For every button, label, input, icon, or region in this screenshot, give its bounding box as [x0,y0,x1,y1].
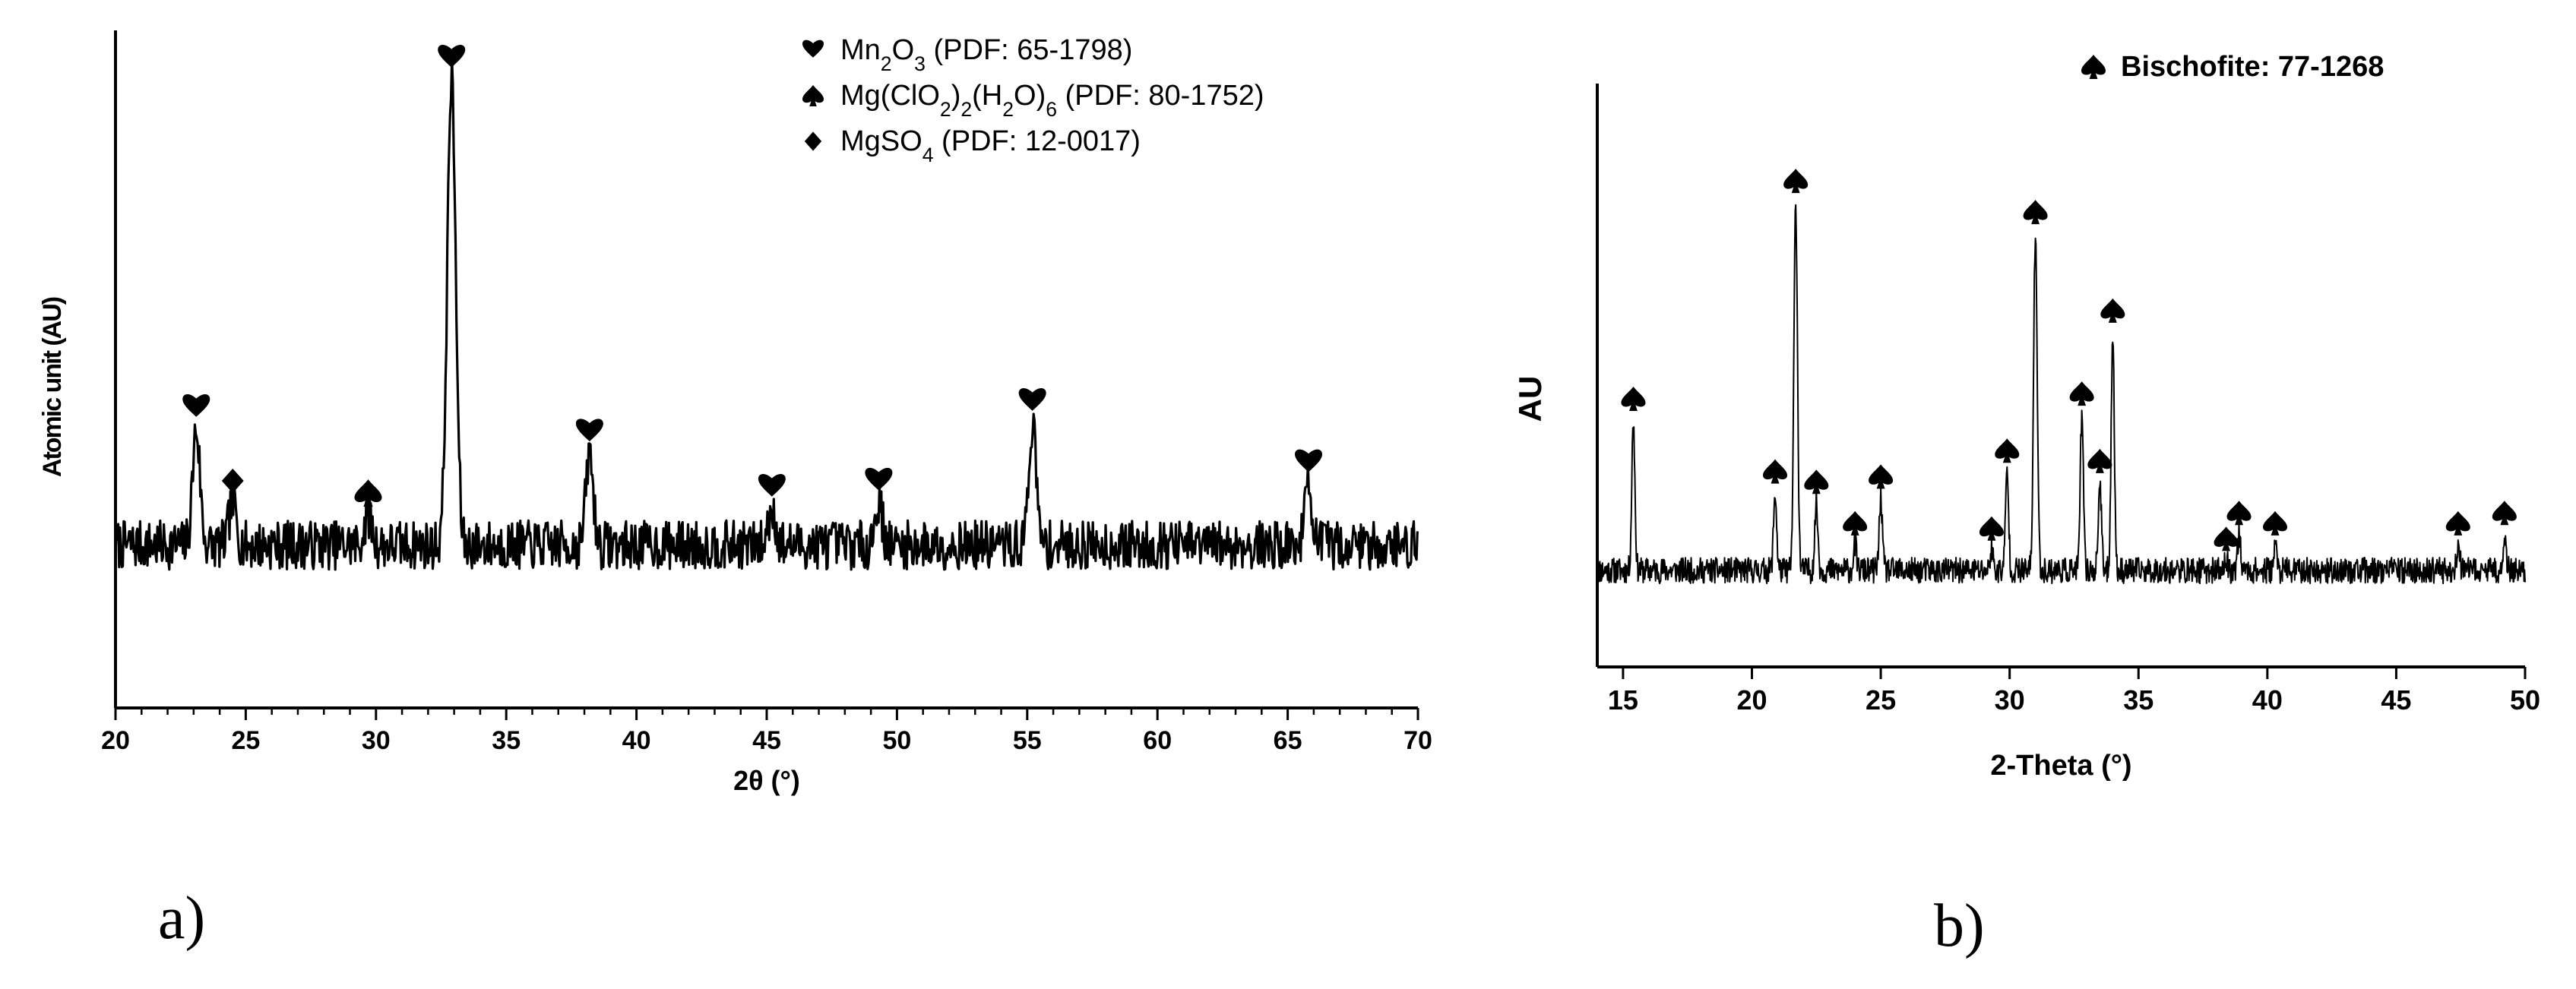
chart-panel-a: 20 25 30 35 40 45 50 55 60 65 70 2θ (°) Atomic unit … [38,30,1432,952]
x-tick-label: 45 [2381,684,2411,716]
x-axis-title: 2-Theta (°) [1990,750,2131,782]
peak-marker-heart [438,45,466,68]
legend-entry: Mn2O3 (PDF: 65-1798) [840,34,1132,75]
legend-entry: MgSO4 (PDF: 12-0017) [840,125,1141,166]
peak-marker-diamond [221,468,244,494]
x-tick-label: 70 [1404,726,1432,755]
peak-marker-spade [2023,200,2048,225]
panel-label: a) [158,885,205,952]
peak-marker-heart [865,467,893,491]
peak-marker-spade [1763,459,1788,484]
peak-marker-spade [1804,469,1829,494]
peak-marker-spade [2445,510,2470,536]
peak-marker-spade [1621,386,1646,411]
peak-marker-spade [1869,464,1894,489]
x-tick-label: 35 [2123,684,2154,716]
peak-marker-heart [575,419,603,442]
x-tick-label: 50 [2510,684,2540,716]
legend: Bischofite: 77-1268 [2081,51,2384,83]
x-axis-title: 2θ (°) [733,765,800,796]
legend-spade-icon [802,85,824,106]
peak-marker-spade [2226,501,2252,526]
legend-heart-icon [802,39,824,58]
peak-marker-spade [1979,516,2004,541]
peak-marker-heart [758,473,786,497]
legend-entry: Bischofite: 77-1268 [2121,51,2384,83]
xrd-pattern-line [1597,204,2526,585]
x-tick-label: 25 [231,726,260,755]
x-tick-label: 25 [1866,684,1896,716]
x-tick-label: 45 [752,726,781,755]
x-tick-label: 40 [2252,684,2283,716]
x-tick-label: 20 [101,726,130,755]
peak-marker-spade [1843,510,1868,536]
x-tick-label: 55 [1013,726,1042,755]
peak-marker-spade [2214,526,2239,551]
panel-label: b) [1934,893,1985,959]
x-tick-label: 15 [1608,684,1638,716]
peak-marker-heart [1295,449,1323,472]
legend: Mn2O3 (PDF: 65-1798) Mg(ClO2)2(H2O)6 (PDF… [802,34,1264,166]
x-tick-label: 20 [1736,684,1767,716]
peak-marker-spade [2492,501,2517,526]
y-axis-title: AU [1512,376,1548,422]
chart-panel-b: 15 20 25 30 35 40 45 50 2-Theta (°) AU Bischofite:… [1512,51,2540,959]
peak-marker-spade [1995,438,2020,463]
x-tick-label: 30 [362,726,391,755]
x-tick-label: 35 [492,726,521,755]
x-tick-label: 65 [1274,726,1302,755]
peak-marker-spade [2087,448,2112,473]
y-axis-title: Atomic unit (AU) [38,297,67,477]
legend-spade-icon [2081,55,2106,79]
peak-marker-heart [1018,387,1046,411]
peak-marker-spade [1783,169,1809,194]
legend-diamond-icon [804,131,822,151]
x-tick-label: 30 [1995,684,2025,716]
peak-marker-heart [182,394,210,417]
x-tick-label: 40 [622,726,651,755]
peak-marker-spade [2069,381,2094,406]
x-tick-label: 60 [1143,726,1172,755]
peak-marker-spade [354,479,382,507]
x-tick-label: 50 [882,726,911,755]
peak-marker-spade [2100,298,2125,323]
legend-entry: Mg(ClO2)2(H2O)6 (PDF: 80-1752) [840,80,1264,121]
xrd-pattern-line [114,57,1419,571]
peak-marker-spade [2263,510,2288,536]
